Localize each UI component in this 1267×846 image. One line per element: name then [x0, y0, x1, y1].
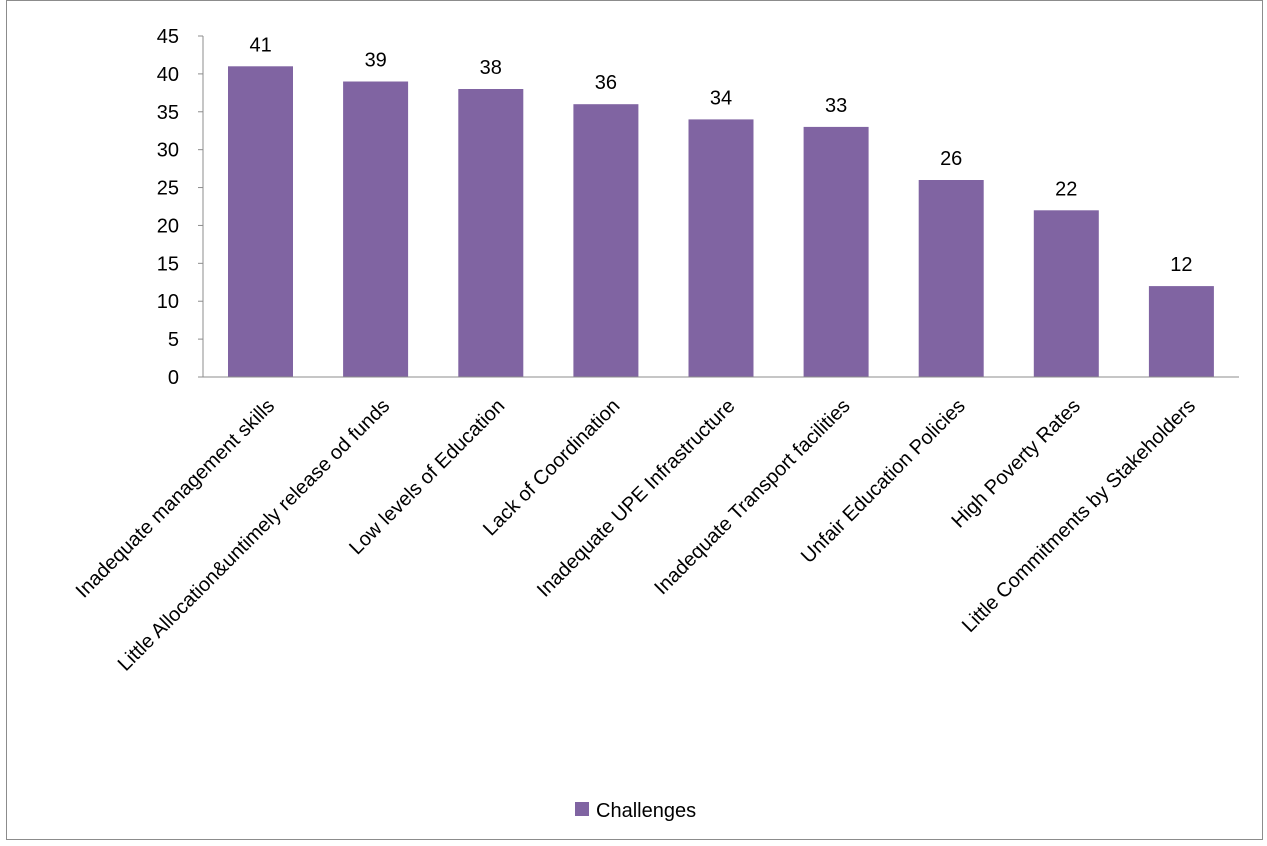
y-axis-ticks: 0 5 10 15 20 25 30 35 40 45: [157, 26, 203, 389]
data-label: 12: [1170, 254, 1192, 276]
category-label: Little Commitments by Stakeholders: [958, 395, 1200, 637]
bar: [343, 81, 409, 377]
bar: [1148, 286, 1214, 377]
bar: [918, 180, 984, 377]
data-label: 36: [595, 72, 617, 94]
y-tick-label: 35: [157, 102, 179, 124]
bars-group: [228, 66, 1214, 378]
y-tick-label: 10: [157, 291, 179, 313]
data-label: 22: [1055, 178, 1077, 200]
data-label: 34: [710, 87, 732, 109]
bar: [458, 89, 524, 377]
data-label: 41: [249, 34, 271, 56]
y-tick-label: 45: [157, 26, 179, 48]
bar: [228, 66, 293, 378]
data-label: 26: [940, 148, 962, 170]
bar: [688, 119, 754, 378]
data-labels-group: 41 39 38 36 34 33 26 22 12: [249, 34, 1192, 276]
y-tick-label: 5: [168, 329, 179, 351]
y-tick-label: 15: [157, 253, 179, 275]
category-label: Inadequate UPE Infrastructure: [533, 395, 740, 602]
bar: [803, 126, 869, 378]
y-tick-label: 25: [157, 178, 179, 200]
y-tick-label: 20: [157, 215, 179, 237]
legend: Challenges: [575, 800, 696, 822]
axes-group: [202, 36, 1239, 378]
y-tick-label: 40: [157, 64, 179, 86]
legend-label-challenges: Challenges: [596, 800, 696, 822]
category-label: Inadequate management skills: [72, 395, 279, 602]
data-label: 33: [825, 95, 847, 117]
legend-swatch-challenges: [575, 802, 589, 816]
category-label: High Poverty Rates: [947, 395, 1084, 532]
category-label: Inadequate Transport facilities: [650, 395, 854, 599]
data-label: 39: [365, 50, 387, 72]
bar: [573, 104, 639, 377]
bar: [1033, 210, 1099, 377]
data-label: 38: [480, 57, 502, 79]
y-tick-label: 0: [168, 367, 179, 389]
y-tick-label: 30: [157, 140, 179, 162]
